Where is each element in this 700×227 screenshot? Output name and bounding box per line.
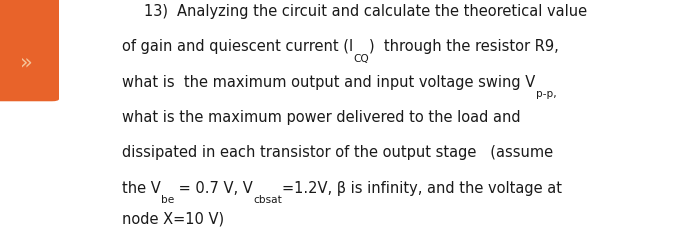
Text: dissipated in each transistor of the output stage   (assume: dissipated in each transistor of the out… bbox=[122, 145, 554, 160]
Text: =1.2V, β is infinity, and the voltage at: =1.2V, β is infinity, and the voltage at bbox=[282, 180, 562, 195]
Text: p-p,: p-p, bbox=[536, 89, 556, 99]
Text: 13): 13) bbox=[144, 4, 176, 19]
Text: what is  the maximum output and input voltage swing V: what is the maximum output and input vol… bbox=[122, 74, 536, 89]
Text: the V: the V bbox=[122, 180, 161, 195]
Text: »: » bbox=[20, 52, 32, 72]
Text: be: be bbox=[161, 194, 174, 204]
Text: Analyzing the circuit and calculate the theoretical value: Analyzing the circuit and calculate the … bbox=[176, 4, 587, 19]
Text: node X=10 V): node X=10 V) bbox=[122, 210, 225, 225]
Text: )  through the resistor R9,: ) through the resistor R9, bbox=[370, 39, 559, 54]
Text: = 0.7 V, V: = 0.7 V, V bbox=[174, 180, 253, 195]
Text: cbsat: cbsat bbox=[253, 194, 282, 204]
Text: CQ: CQ bbox=[354, 53, 370, 63]
Text: what is the maximum power delivered to the load and: what is the maximum power delivered to t… bbox=[122, 109, 521, 124]
Text: of gain and quiescent current (I: of gain and quiescent current (I bbox=[122, 39, 354, 54]
